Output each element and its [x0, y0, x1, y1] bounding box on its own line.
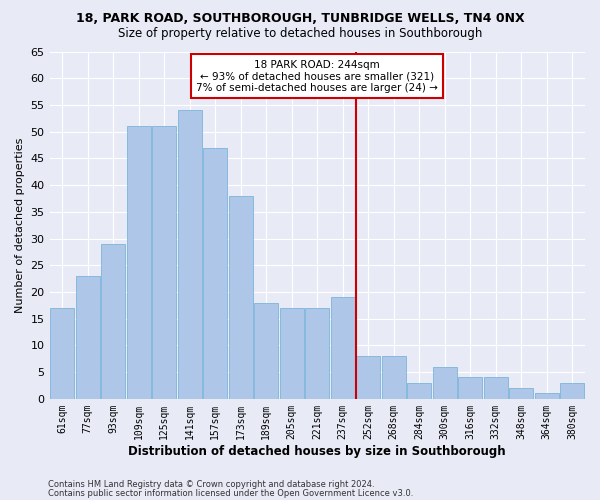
Bar [484, 378, 508, 399]
Bar [76, 276, 100, 399]
Text: 18 PARK ROAD: 244sqm
← 93% of detached houses are smaller (321)
7% of semi-detac: 18 PARK ROAD: 244sqm ← 93% of detached h… [196, 60, 438, 92]
X-axis label: Distribution of detached houses by size in Southborough: Distribution of detached houses by size … [128, 444, 506, 458]
Bar [229, 196, 253, 399]
Text: Contains public sector information licensed under the Open Government Licence v3: Contains public sector information licen… [48, 489, 413, 498]
Bar [254, 302, 278, 399]
Bar [152, 126, 176, 399]
Bar [382, 356, 406, 399]
Bar [407, 383, 431, 399]
Bar [458, 378, 482, 399]
Bar [509, 388, 533, 399]
Text: 18, PARK ROAD, SOUTHBOROUGH, TUNBRIDGE WELLS, TN4 0NX: 18, PARK ROAD, SOUTHBOROUGH, TUNBRIDGE W… [76, 12, 524, 26]
Bar [305, 308, 329, 399]
Bar [356, 356, 380, 399]
Text: Size of property relative to detached houses in Southborough: Size of property relative to detached ho… [118, 28, 482, 40]
Bar [50, 308, 74, 399]
Bar [203, 148, 227, 399]
Bar [560, 383, 584, 399]
Bar [280, 308, 304, 399]
Bar [433, 367, 457, 399]
Bar [178, 110, 202, 399]
Text: Contains HM Land Registry data © Crown copyright and database right 2024.: Contains HM Land Registry data © Crown c… [48, 480, 374, 489]
Bar [535, 394, 559, 399]
Bar [101, 244, 125, 399]
Y-axis label: Number of detached properties: Number of detached properties [15, 138, 25, 313]
Bar [127, 126, 151, 399]
Bar [331, 298, 355, 399]
